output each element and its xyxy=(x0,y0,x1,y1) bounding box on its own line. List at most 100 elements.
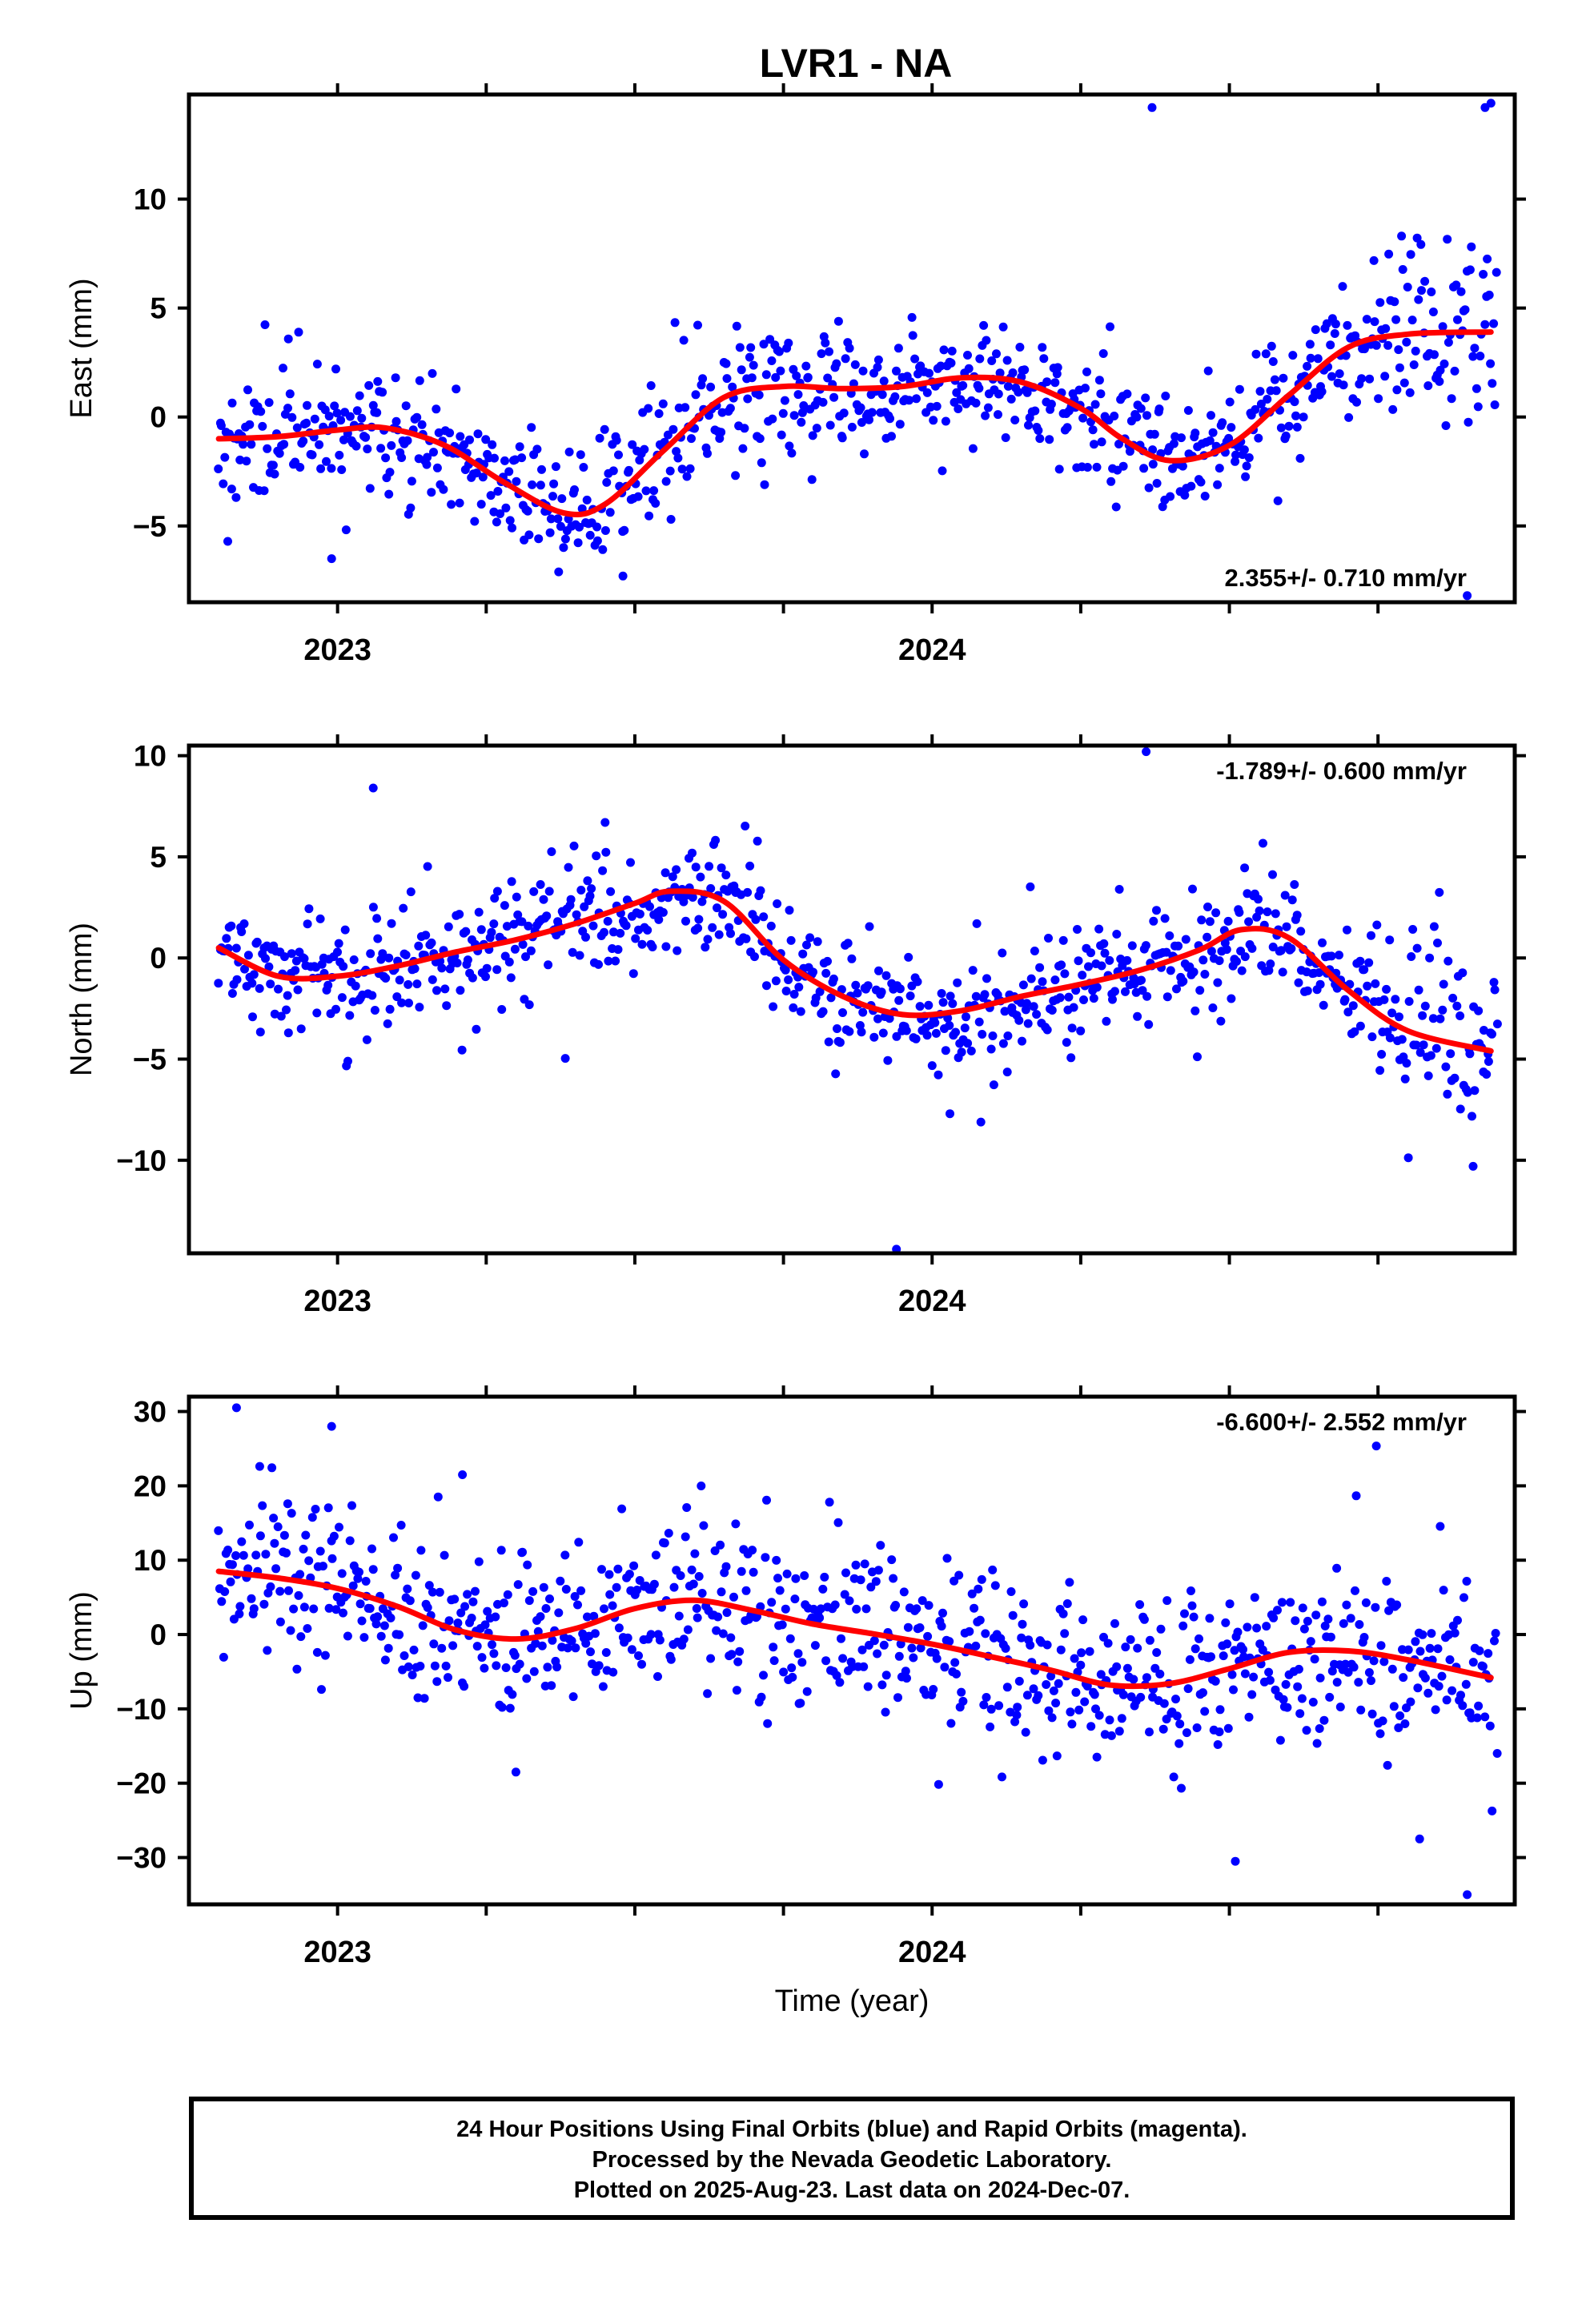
data-point xyxy=(504,957,514,967)
data-point xyxy=(319,1562,327,1571)
data-point xyxy=(1394,1723,1403,1732)
data-point xyxy=(1169,1772,1178,1782)
data-point xyxy=(1255,906,1264,915)
data-point xyxy=(733,1657,743,1667)
data-point xyxy=(439,485,448,494)
data-point xyxy=(316,464,326,473)
data-point xyxy=(781,965,790,975)
data-point xyxy=(1364,1668,1374,1677)
data-point xyxy=(299,1602,309,1612)
data-point xyxy=(1303,1616,1312,1626)
data-point xyxy=(1183,406,1193,415)
data-point xyxy=(746,343,756,352)
data-point xyxy=(581,932,590,942)
data-point xyxy=(694,915,704,924)
data-point xyxy=(789,411,799,420)
data-point xyxy=(396,1521,406,1530)
data-point xyxy=(1286,1598,1295,1607)
data-point xyxy=(751,915,761,924)
data-point xyxy=(1385,1033,1395,1043)
data-point xyxy=(711,835,721,845)
data-point xyxy=(1395,1711,1405,1720)
data-point xyxy=(1431,1043,1441,1053)
data-point xyxy=(296,1632,306,1642)
data-point xyxy=(881,1671,891,1680)
data-point xyxy=(427,938,436,947)
data-point xyxy=(476,925,486,935)
data-point xyxy=(1069,1003,1078,1012)
data-point xyxy=(368,903,378,912)
data-point xyxy=(1268,357,1278,366)
data-point xyxy=(1215,464,1224,473)
data-point xyxy=(1054,1679,1063,1688)
data-point xyxy=(568,947,577,957)
data-point xyxy=(524,1596,534,1606)
data-point xyxy=(1091,1704,1100,1714)
data-point xyxy=(1460,305,1470,315)
data-point xyxy=(1200,970,1210,979)
data-point xyxy=(501,1663,511,1672)
data-point xyxy=(574,1538,584,1547)
data-point xyxy=(892,1031,901,1041)
data-point xyxy=(1319,1000,1328,1010)
data-point xyxy=(371,1619,381,1629)
data-point xyxy=(1178,1621,1188,1630)
data-point xyxy=(732,1686,741,1695)
data-point xyxy=(1237,966,1247,975)
data-point xyxy=(432,1677,442,1687)
data-point xyxy=(1022,388,1032,397)
data-point xyxy=(643,926,652,935)
y-tick-label: 0 xyxy=(150,401,167,434)
data-point xyxy=(341,525,351,535)
data-point xyxy=(1349,1663,1359,1672)
data-point xyxy=(641,486,651,496)
data-point xyxy=(1489,319,1499,328)
data-point xyxy=(307,450,317,460)
data-point xyxy=(790,1594,800,1604)
data-point xyxy=(556,521,565,531)
data-point xyxy=(1370,317,1379,327)
data-point xyxy=(1145,1635,1154,1645)
data-point xyxy=(909,1653,918,1663)
data-point xyxy=(1094,376,1104,385)
data-point xyxy=(789,1003,798,1012)
data-point xyxy=(703,1689,713,1699)
data-point xyxy=(503,1590,512,1599)
data-point xyxy=(1038,343,1047,352)
data-point xyxy=(612,436,621,445)
data-point xyxy=(915,1002,925,1011)
data-point xyxy=(460,1602,470,1611)
data-point xyxy=(1408,925,1418,934)
data-point xyxy=(1056,1645,1066,1655)
data-point xyxy=(635,1576,644,1585)
data-point xyxy=(424,1581,434,1590)
data-point xyxy=(586,1647,595,1657)
data-point xyxy=(785,1634,795,1643)
data-point xyxy=(1223,1723,1233,1733)
data-point xyxy=(482,963,492,973)
data-point xyxy=(524,921,533,931)
data-point xyxy=(1205,436,1215,445)
data-point xyxy=(247,979,257,988)
data-point xyxy=(1480,1712,1490,1722)
data-point xyxy=(802,940,811,950)
data-point xyxy=(1156,1624,1166,1634)
data-point xyxy=(339,1608,347,1618)
data-point xyxy=(1262,1622,1271,1631)
data-point xyxy=(911,1034,921,1043)
data-point xyxy=(922,388,932,397)
data-point xyxy=(340,925,350,935)
data-point xyxy=(759,912,769,922)
data-point xyxy=(829,392,839,402)
data-point xyxy=(1122,1663,1132,1673)
data-point xyxy=(873,355,883,364)
data-point xyxy=(1402,337,1411,347)
data-point xyxy=(1141,941,1150,951)
data-point xyxy=(863,981,873,991)
data-point xyxy=(327,1554,337,1563)
data-point xyxy=(1112,1662,1122,1671)
data-point xyxy=(592,851,601,861)
data-point xyxy=(1038,1755,1047,1765)
data-point xyxy=(1364,958,1374,967)
data-point xyxy=(1397,231,1407,241)
